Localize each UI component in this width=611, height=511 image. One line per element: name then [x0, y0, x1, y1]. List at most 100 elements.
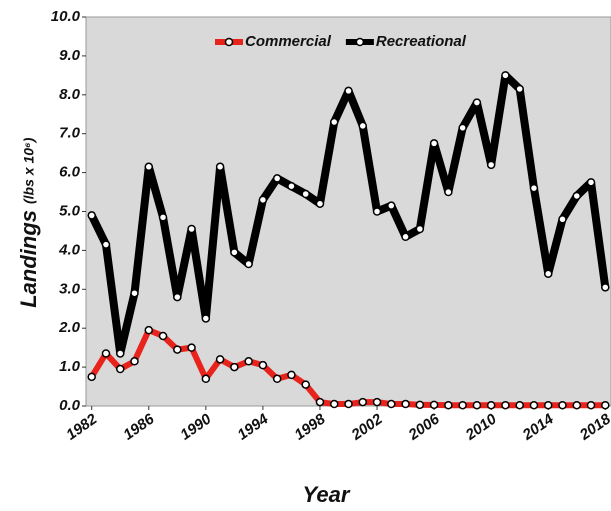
marker	[472, 400, 482, 410]
marker	[144, 325, 154, 335]
marker	[472, 98, 482, 107]
marker	[315, 397, 325, 407]
marker	[187, 343, 196, 352]
marker	[486, 160, 496, 170]
marker	[387, 399, 396, 409]
marker	[415, 224, 425, 234]
marker	[358, 121, 368, 131]
marker	[543, 269, 553, 278]
x-tick-label: 1982	[63, 410, 101, 443]
marker	[458, 400, 467, 410]
marker	[158, 213, 168, 222]
marker	[201, 374, 211, 384]
x-tick-label: 1990	[177, 410, 215, 443]
marker	[586, 400, 596, 410]
y-tick-label: 3.0	[59, 280, 81, 297]
marker	[301, 380, 310, 389]
marker	[230, 362, 239, 372]
marker	[543, 400, 553, 410]
marker	[344, 399, 353, 409]
marker	[601, 283, 610, 292]
marker	[372, 207, 382, 216]
x-tick-label: 2014	[519, 410, 557, 444]
y-tick-label: 8.0	[59, 86, 81, 103]
marker	[329, 399, 339, 409]
marker	[258, 195, 268, 205]
x-axis-label: Year	[303, 482, 351, 507]
x-tick-label: 2010	[462, 410, 500, 444]
marker	[258, 360, 268, 370]
marker	[458, 123, 467, 133]
marker	[158, 331, 168, 341]
y-tick-label: 4.0	[58, 241, 81, 258]
y-tick-label: 5.0	[59, 202, 81, 219]
marker	[287, 370, 296, 380]
x-tick-label: 1998	[291, 410, 329, 443]
marker	[401, 399, 410, 409]
marker	[358, 397, 368, 407]
marker	[515, 84, 524, 94]
marker	[529, 183, 539, 193]
y-tick-label: 2.0	[58, 319, 81, 336]
y-tick-label: 0.0	[59, 397, 81, 414]
x-tick-label: 2002	[348, 410, 386, 444]
marker	[387, 201, 396, 210]
marker	[572, 191, 582, 201]
marker	[572, 400, 582, 410]
marker	[315, 199, 325, 208]
marker	[329, 117, 339, 127]
marker	[287, 181, 296, 191]
marker	[415, 400, 425, 410]
marker	[401, 232, 410, 242]
marker	[501, 71, 510, 80]
marker	[486, 400, 496, 410]
y-tick-label: 7.0	[59, 125, 81, 142]
marker	[130, 357, 139, 366]
y-axis-title: Landings	[16, 210, 41, 308]
marker	[87, 211, 96, 220]
marker	[101, 240, 111, 249]
legend-label: Commercial	[245, 33, 332, 50]
marker	[601, 400, 610, 410]
marker	[558, 400, 567, 410]
marker	[130, 288, 139, 298]
y-tick-label: 10.0	[51, 8, 81, 25]
legend-label: Recreational	[376, 33, 467, 50]
marker	[201, 314, 211, 323]
marker	[372, 397, 382, 407]
marker	[215, 355, 225, 364]
y-tick-label: 1.0	[59, 358, 81, 375]
plot-area	[85, 16, 611, 407]
marker	[429, 400, 439, 410]
x-tick-label: 2018	[576, 410, 611, 444]
y-axis-unit: (lbs x 10⁶)	[21, 137, 37, 204]
marker	[272, 374, 282, 384]
marker	[144, 162, 154, 172]
marker	[101, 349, 111, 358]
y-tick-label: 6.0	[59, 164, 81, 181]
legend-marker	[355, 37, 365, 47]
marker	[429, 139, 439, 148]
marker	[115, 364, 125, 374]
marker	[215, 162, 225, 172]
marker	[173, 292, 182, 302]
marker	[187, 224, 196, 234]
series	[87, 71, 610, 358]
marker	[586, 178, 596, 187]
marker	[230, 248, 239, 257]
x-tick-label: 1986	[120, 410, 158, 443]
series	[87, 325, 610, 410]
marker	[558, 215, 567, 224]
marker	[244, 259, 253, 269]
marker	[244, 357, 253, 366]
marker	[272, 174, 282, 183]
x-tick-label: 1994	[234, 410, 272, 443]
marker	[173, 345, 182, 354]
marker	[515, 400, 524, 410]
marker	[501, 400, 510, 410]
marker	[301, 189, 310, 199]
y-tick-label: 9.0	[59, 47, 81, 64]
marker	[529, 400, 539, 410]
y-axis-label: Landings (lbs x 10⁶)	[16, 137, 41, 307]
